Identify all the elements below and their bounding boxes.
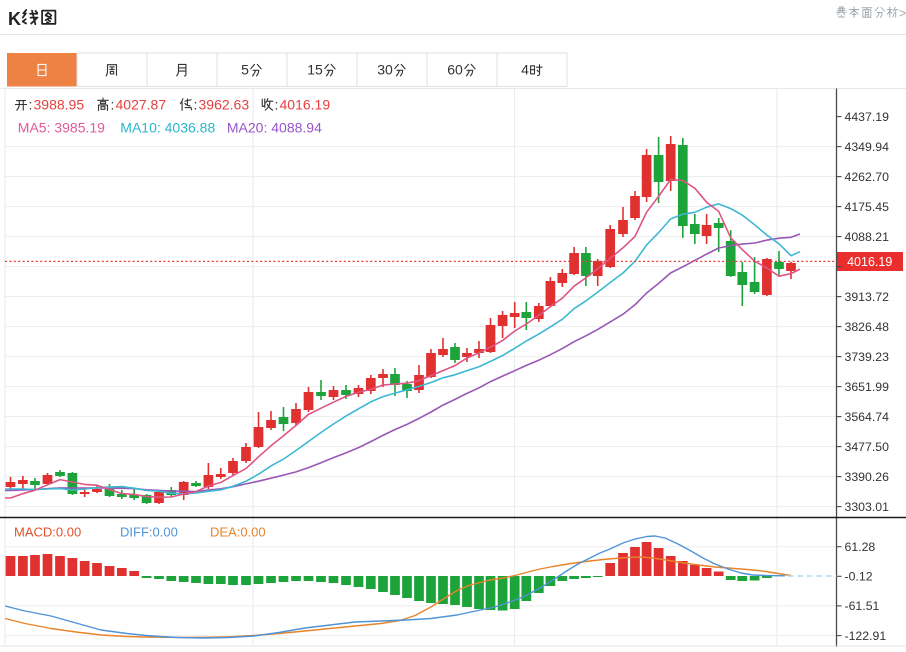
svg-text:3390.26: 3390.26 bbox=[845, 470, 890, 484]
svg-text:60: 60 bbox=[447, 62, 463, 78]
svg-text:-0.12: -0.12 bbox=[845, 570, 873, 584]
svg-text:4088.21: 4088.21 bbox=[845, 230, 890, 244]
svg-text:4016.19: 4016.19 bbox=[847, 255, 892, 269]
svg-text:MACD:0.00: MACD:0.00 bbox=[14, 525, 81, 540]
svg-text:3651.99: 3651.99 bbox=[845, 380, 890, 394]
svg-text:4016.19: 4016.19 bbox=[280, 97, 331, 113]
svg-text:4175.45: 4175.45 bbox=[845, 200, 890, 214]
svg-text:15: 15 bbox=[307, 62, 323, 78]
svg-text:DEA:0.00: DEA:0.00 bbox=[210, 525, 266, 540]
svg-text:4437.19: 4437.19 bbox=[845, 110, 890, 124]
svg-text:>: > bbox=[899, 7, 906, 21]
svg-text:4027.87: 4027.87 bbox=[116, 97, 167, 113]
svg-text:MA5: 3985.19: MA5: 3985.19 bbox=[18, 120, 105, 136]
svg-text:3913.72: 3913.72 bbox=[845, 290, 890, 304]
svg-text::: : bbox=[111, 97, 115, 113]
svg-text:4262.70: 4262.70 bbox=[845, 170, 890, 184]
svg-text::: : bbox=[275, 97, 279, 113]
svg-text::: : bbox=[194, 97, 198, 113]
svg-text:3564.74: 3564.74 bbox=[845, 410, 890, 424]
svg-text:MA10: 4036.88: MA10: 4036.88 bbox=[120, 120, 215, 136]
svg-text:3303.01: 3303.01 bbox=[845, 500, 890, 514]
svg-text:4: 4 bbox=[521, 62, 529, 78]
svg-text:3739.23: 3739.23 bbox=[845, 350, 890, 364]
svg-text:MA20: 4088.94: MA20: 4088.94 bbox=[227, 120, 322, 136]
svg-text:61.28: 61.28 bbox=[845, 540, 876, 554]
svg-text:3826.48: 3826.48 bbox=[845, 320, 890, 334]
svg-text:30: 30 bbox=[377, 62, 393, 78]
svg-text:5: 5 bbox=[241, 62, 249, 78]
svg-text:3988.95: 3988.95 bbox=[34, 97, 85, 113]
svg-text:-122.91: -122.91 bbox=[845, 629, 887, 643]
svg-text:3962.63: 3962.63 bbox=[199, 97, 250, 113]
svg-text:-61.51: -61.51 bbox=[845, 599, 880, 613]
svg-text:4349.94: 4349.94 bbox=[845, 140, 890, 154]
svg-text:3477.50: 3477.50 bbox=[845, 440, 890, 454]
svg-text:DIFF:0.00: DIFF:0.00 bbox=[120, 525, 178, 540]
svg-text:K: K bbox=[8, 9, 21, 29]
svg-text::: : bbox=[29, 97, 33, 113]
